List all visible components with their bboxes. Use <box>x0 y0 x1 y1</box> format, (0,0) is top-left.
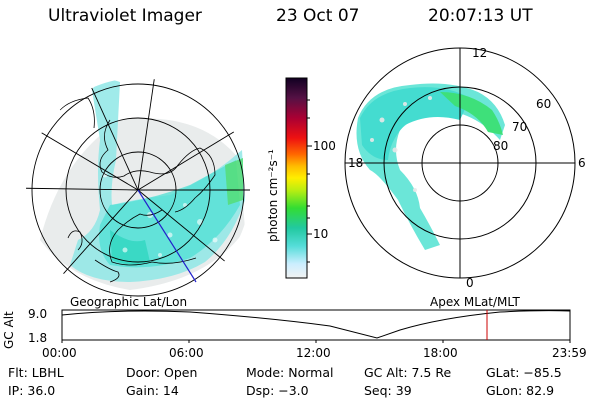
info-seq: Seq: 39 <box>364 383 412 398</box>
altitude-plot <box>61 309 571 343</box>
mlt-label-top: 12 <box>472 46 488 60</box>
alt-xtick-4: 23:59 <box>552 346 587 360</box>
mlt-label-left: 18 <box>348 156 364 170</box>
info-glat: GLat: −85.5 <box>486 365 562 380</box>
colorbar-tick-10: 10 <box>313 227 329 241</box>
geographic-map <box>26 78 250 302</box>
magnetic-polar-plot <box>344 47 576 279</box>
mlt-label-right: 6 <box>578 156 586 170</box>
info-glon: GLon: 82.9 <box>486 383 555 398</box>
mlat-label-70: 70 <box>512 120 528 134</box>
colorbar-tick-100: 100 <box>313 139 336 153</box>
colorbar-unit-label: photon cm⁻²s⁻¹ <box>266 149 280 242</box>
date-label: 23 Oct 07 <box>276 6 360 26</box>
left-panel-caption: Geographic Lat/Lon <box>70 295 188 309</box>
info-door: Door: Open <box>126 365 198 380</box>
alt-xtick-1: 06:00 <box>169 346 204 360</box>
time-label: 20:07:13 UT <box>428 6 533 26</box>
info-flt: Flt: LBHL <box>8 365 64 380</box>
alt-ytick-max: 9.0 <box>28 307 48 321</box>
info-dsp: Dsp: −3.0 <box>246 383 309 398</box>
info-ip: IP: 36.0 <box>8 383 56 398</box>
mlat-label-80: 80 <box>493 139 509 153</box>
alt-xtick-0: 00:00 <box>42 346 77 360</box>
info-mode: Mode: Normal <box>246 365 334 380</box>
mlt-label-bottom: 0 <box>466 276 474 290</box>
mlat-label-60: 60 <box>536 97 552 111</box>
alt-plot-ylabel: GC Alt <box>2 311 16 349</box>
app-title: Ultraviolet Imager <box>48 6 202 26</box>
alt-xtick-2: 12:00 <box>296 346 331 360</box>
color-bar <box>285 77 312 279</box>
altitude-curve <box>61 310 571 339</box>
spacecraft-track <box>137 189 197 283</box>
alt-ytick-min: 1.8 <box>28 331 48 345</box>
right-panel-caption: Apex MLat/MLT <box>430 295 520 309</box>
alt-xtick-3: 18:00 <box>423 346 458 360</box>
info-gain: Gain: 14 <box>126 383 179 398</box>
info-gc-alt: GC Alt: 7.5 Re <box>364 365 452 380</box>
